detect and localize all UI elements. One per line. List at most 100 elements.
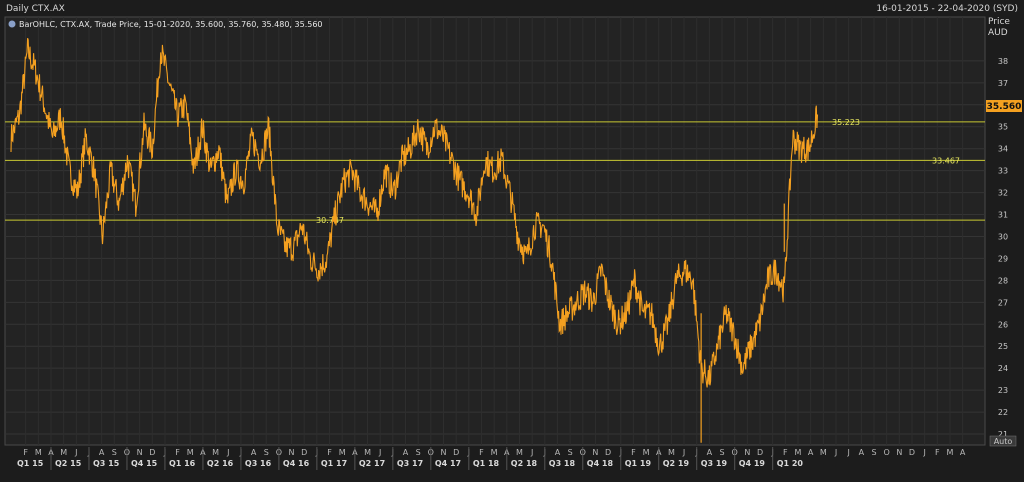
- x-month-label: D: [605, 448, 611, 457]
- x-month-label: D: [149, 448, 155, 457]
- x-month-label: M: [516, 448, 523, 457]
- x-quarter-label: Q2 18: [511, 459, 538, 468]
- x-month-label: A: [99, 448, 105, 457]
- x-month-label: J: [74, 448, 77, 457]
- x-month-label: D: [757, 448, 763, 457]
- x-month-label: A: [251, 448, 257, 457]
- x-month-label: J: [922, 448, 925, 457]
- price-line[interactable]: [10, 38, 819, 388]
- axis-title: Price: [988, 17, 1010, 27]
- x-month-label: O: [883, 448, 889, 457]
- x-quarter-label: Q4 19: [739, 459, 766, 468]
- x-month-label: N: [896, 448, 902, 457]
- x-axis: FMAMJJASONDJFMAMJJASONDJFMAMJJASONDJFMAM…: [17, 447, 966, 470]
- x-month-label: M: [820, 448, 827, 457]
- x-quarter-label: Q1 20: [777, 459, 804, 468]
- x-quarter-label: Q3 16: [245, 459, 272, 468]
- x-month-label: N: [137, 448, 143, 457]
- grid: [5, 17, 985, 445]
- legend-text: BarOHLC, CTX.AX, Trade Price, 15-01-2020…: [19, 20, 323, 29]
- x-month-label: N: [592, 448, 598, 457]
- x-month-label: M: [491, 448, 498, 457]
- y-tick-label: 24: [998, 364, 1008, 373]
- level-label: 35.223: [832, 118, 860, 127]
- x-month-label: S: [416, 448, 421, 457]
- level-lines: 35.223 33.467 30.747: [5, 118, 985, 225]
- auto-scale-button[interactable]: [989, 435, 1017, 447]
- x-month-label: S: [568, 448, 573, 457]
- date-range: 16-01-2015 - 22-04-2020 (SYD): [876, 4, 1018, 14]
- x-quarter-label: Q4 15: [131, 459, 158, 468]
- y-tick-label: 22: [998, 408, 1008, 417]
- y-tick-label: 37: [998, 79, 1008, 88]
- x-month-label: A: [960, 448, 966, 457]
- x-month-label: N: [289, 448, 295, 457]
- x-month-label: M: [668, 448, 675, 457]
- y-tick-label: 21: [998, 430, 1008, 439]
- x-month-label: N: [440, 448, 446, 457]
- x-month-label: M: [364, 448, 371, 457]
- x-month-label: M: [60, 448, 67, 457]
- y-tick-label: 30: [998, 232, 1008, 241]
- x-month-label: M: [212, 448, 219, 457]
- x-month-label: N: [744, 448, 750, 457]
- x-month-label: A: [707, 448, 713, 457]
- x-month-label: M: [946, 448, 953, 457]
- last-value-box: [986, 100, 1022, 112]
- x-month-label: A: [859, 448, 865, 457]
- x-quarter-label: Q3 15: [93, 459, 120, 468]
- x-quarter-label: Q2 19: [663, 459, 690, 468]
- y-tick-label: 25: [998, 342, 1008, 351]
- x-quarter-label: Q1 16: [169, 459, 196, 468]
- price-series: [10, 38, 819, 443]
- x-month-label: J: [834, 448, 837, 457]
- x-month-label: J: [226, 448, 229, 457]
- x-month-label: M: [643, 448, 650, 457]
- x-month-label: F: [175, 448, 180, 457]
- last-value-label: 35.560: [987, 102, 1022, 112]
- x-quarter-label: Q4 16: [283, 459, 310, 468]
- x-month-label: S: [720, 448, 725, 457]
- x-month-label: J: [530, 448, 533, 457]
- x-month-label: S: [264, 448, 269, 457]
- y-tick-label: 31: [998, 211, 1008, 220]
- plot-area[interactable]: [4, 16, 986, 446]
- y-tick-label: 38: [998, 57, 1008, 66]
- x-month-label: J: [378, 448, 381, 457]
- x-quarter-label: Q3 19: [701, 459, 728, 468]
- x-quarter-label: Q1 18: [473, 459, 500, 468]
- y-tick-label: 35: [998, 123, 1008, 132]
- y-tick-label: 27: [998, 298, 1008, 307]
- x-month-label: F: [935, 448, 940, 457]
- x-month-label: F: [23, 448, 28, 457]
- y-tick-label: 33: [998, 167, 1008, 176]
- x-month-label: D: [301, 448, 307, 457]
- x-quarter-label: Q1 19: [625, 459, 652, 468]
- x-month-label: F: [327, 448, 332, 457]
- y-tick-label: 28: [998, 276, 1008, 285]
- x-month-label: S: [871, 448, 876, 457]
- x-quarter-label: Q2 15: [55, 459, 82, 468]
- legend-series-icon[interactable]: [8, 20, 16, 28]
- level-label: 30.747: [316, 216, 344, 225]
- level-label: 33.467: [932, 156, 960, 165]
- x-month-label: M: [339, 448, 346, 457]
- y-tick-label: 32: [998, 189, 1008, 198]
- x-quarter-label: Q3 17: [397, 459, 423, 468]
- x-month-label: F: [479, 448, 484, 457]
- x-month-label: S: [112, 448, 117, 457]
- x-month-label: A: [808, 448, 814, 457]
- x-month-label: M: [35, 448, 42, 457]
- x-month-label: D: [453, 448, 459, 457]
- x-quarter-label: Q1 17: [321, 459, 347, 468]
- x-month-label: F: [783, 448, 788, 457]
- axis-unit: AUD: [988, 28, 1008, 38]
- auto-scale-label: Auto: [994, 437, 1013, 446]
- x-month-label: M: [187, 448, 194, 457]
- x-quarter-label: Q2 17: [359, 459, 385, 468]
- y-tick-label: 26: [998, 320, 1008, 329]
- x-quarter-label: Q2 16: [207, 459, 234, 468]
- x-month-label: J: [682, 448, 685, 457]
- x-month-label: D: [909, 448, 915, 457]
